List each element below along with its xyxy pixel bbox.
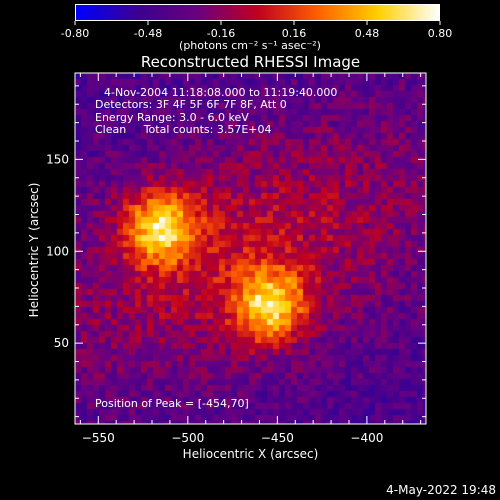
colorbar-axis: -0.80 -0.48 -0.16 0.16 0.48 0.80 [61, 21, 453, 40]
chart-title: Reconstructed RHESSI Image [140, 53, 361, 71]
x-tick-label: −550 [82, 431, 115, 445]
plot-frame [74, 72, 427, 425]
colorbar-tick-label: -0.16 [207, 27, 235, 40]
x-tick-label: −450 [261, 431, 294, 445]
colorbar [75, 4, 440, 21]
peak-position-label: Position of Peak = [-454,70] [95, 397, 249, 410]
annotation-detectors: Detectors: 3F 4F 5F 6F 7F 8F, Att 0 [95, 98, 287, 111]
annotation-clean-counts: Clean Total counts: 3.57E+04 [95, 123, 272, 136]
x-tick-label: −400 [350, 431, 383, 445]
colorbar-tick-label: 0.16 [282, 27, 307, 40]
annotation-time-range: 4-Nov-2004 11:18:08.000 to 11:19:40.000 [104, 86, 338, 99]
y-axis-label: Heliocentric Y (arcsec) [27, 182, 41, 318]
timestamp: 4-May-2022 19:48 [386, 483, 496, 497]
colorbar-tick-label: 0.80 [428, 27, 453, 40]
colorbar-unit-label: (photons cm⁻² s⁻¹ asec⁻²) [179, 39, 321, 52]
x-tick-label: −500 [171, 431, 204, 445]
x-axis-label: Heliocentric X (arcsec) [182, 447, 319, 461]
heatmap-image [75, 73, 426, 424]
y-tick-label: 50 [54, 336, 69, 350]
colorbar-tick-label: 0.48 [355, 27, 380, 40]
colorbar-tick-label: -0.48 [134, 27, 162, 40]
y-tick-label: 150 [46, 152, 69, 166]
y-tick-label: 100 [46, 244, 69, 258]
colorbar-tick-label: -0.80 [61, 27, 89, 40]
annotation-energy-range: Energy Range: 3.0 - 6.0 keV [95, 111, 249, 124]
